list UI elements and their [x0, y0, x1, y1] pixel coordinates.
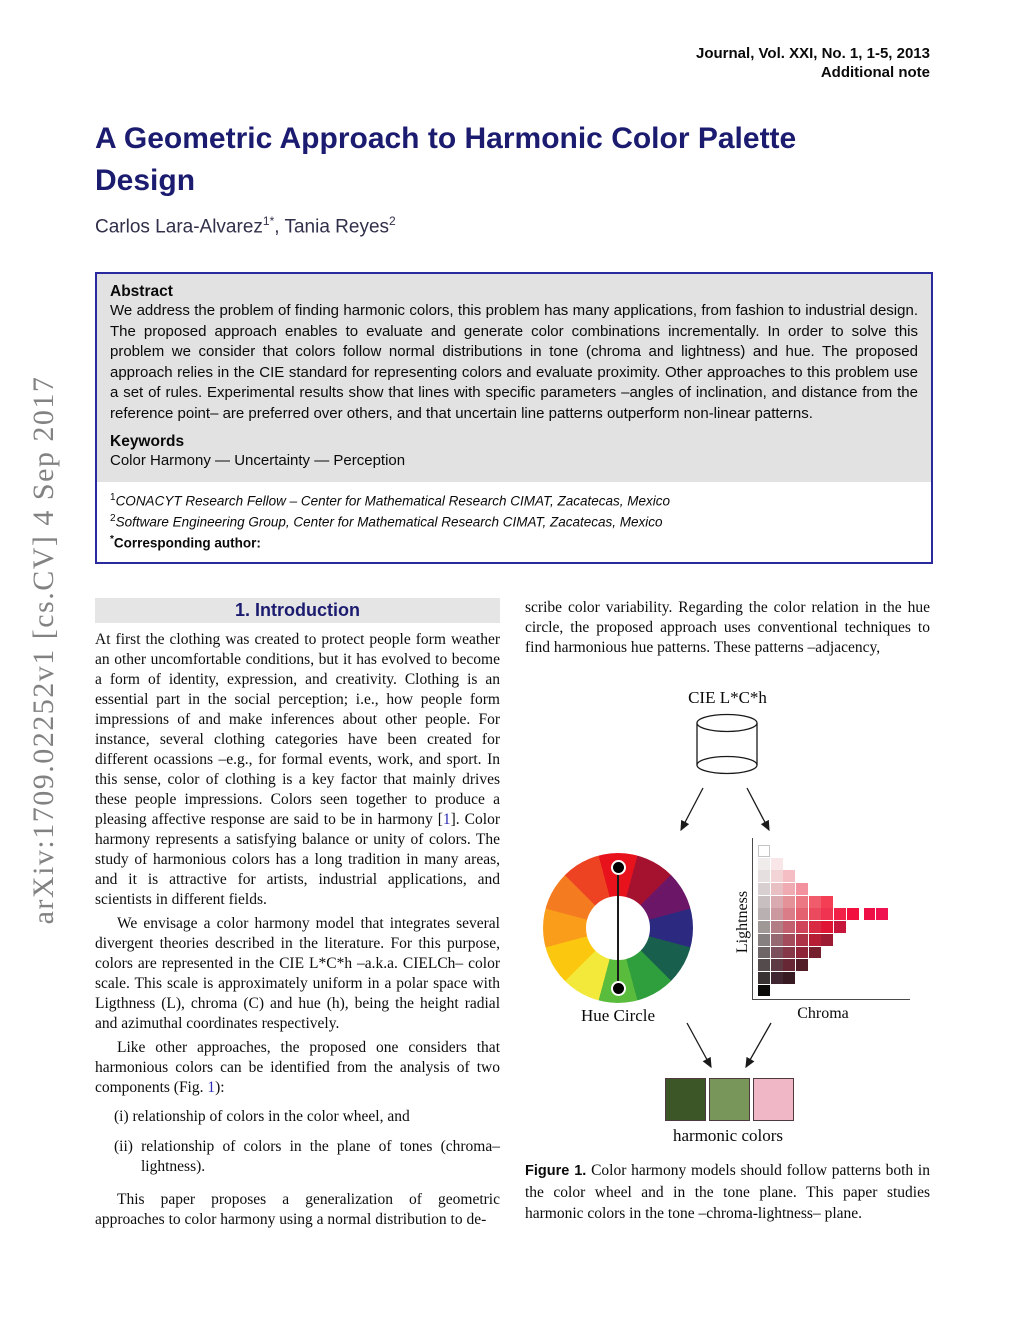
cie-lch-label: CIE L*C*h [688, 688, 767, 707]
abstract-gray-panel: Abstract We address the problem of findi… [97, 274, 931, 482]
harmonic-color-swatches [665, 1078, 797, 1121]
corresponding-label: Corresponding author [113, 535, 257, 550]
figure-1-reference-link[interactable]: 1 [207, 1079, 216, 1096]
tone-plane-grid [758, 845, 889, 997]
list-item-i: (i) relationship of colors in the color … [114, 1108, 410, 1125]
citation-1-link[interactable]: 1 [442, 811, 451, 828]
intro-paragraph-4: This paper proposes a generalization of … [95, 1191, 500, 1228]
list-item-ii: (ii) relationship of colors in the plane… [114, 1138, 500, 1175]
harmonic-swatch [665, 1078, 706, 1121]
authors-line: Carlos Lara-Alvarez1*, Tania Reyes2 [95, 214, 396, 238]
harmonic-swatch [753, 1078, 794, 1121]
corresponding-author-line: *Corresponding author: [110, 533, 261, 551]
journal-volume-line: Journal, Vol. XXI, No. 1, 1-5, 2013 [696, 45, 930, 62]
author-1-sup: 1* [262, 214, 275, 228]
abstract-text: We address the problem of finding harmon… [110, 302, 918, 422]
right-column-paragraph: scribe color variability. Regarding the … [525, 599, 930, 656]
journal-header: Journal, Vol. XXI, No. 1, 1-5, 2013 Addi… [696, 44, 930, 82]
tone-plane-y-axis [752, 838, 753, 1000]
abstract-label: Abstract [110, 283, 173, 300]
intro-paragraph-2: We envisage a color harmony model that i… [95, 915, 500, 1032]
affiliation-1-text: CONACYT Research Fellow – Center for Mat… [115, 493, 670, 508]
keywords-label: Keywords [110, 433, 185, 450]
figure-1-caption: Figure 1. Color harmony models should fo… [525, 1160, 930, 1224]
intro-paragraph-3: Like other approaches, the proposed one … [95, 1039, 500, 1096]
hue-point-bottom [610, 980, 626, 996]
hue-wheel [543, 853, 693, 1003]
author-2: Tania Reyes [284, 216, 390, 238]
hue-chord-line [617, 866, 619, 987]
intro-paragraph-1: At first the clothing was created to pro… [95, 631, 500, 908]
affiliations-panel: 1CONACYT Research Fellow – Center for Ma… [97, 482, 931, 562]
arxiv-watermark: arXiv:1709.02252v1 [cs.CV] 4 Sep 2017 [27, 375, 60, 925]
abstract-box: Abstract We address the problem of findi… [95, 272, 933, 564]
harmonic-colors-label: harmonic colors [673, 1126, 783, 1145]
affiliation-2-sup: 2 [110, 512, 116, 524]
section-heading-introduction: 1. Introduction [95, 598, 500, 623]
affiliation-2: 2Software Engineering Group, Center for … [110, 510, 918, 531]
author-2-sup: 2 [389, 214, 396, 228]
paper-title: A Geometric Approach to Harmonic Color P… [95, 122, 797, 197]
affiliation-2-text: Software Engineering Group, Center for M… [115, 514, 663, 529]
right-column: scribe color variability. Regarding the … [525, 598, 930, 1224]
harmonic-swatch [709, 1078, 750, 1121]
hue-circle-label: Hue Circle [580, 1006, 656, 1025]
author-separator: , [274, 216, 285, 238]
affiliation-1: 1CONACYT Research Fellow – Center for Ma… [110, 489, 918, 510]
left-column: 1. Introduction At first the clothing wa… [95, 598, 500, 1234]
lightness-axis-label: Lightness [734, 890, 751, 954]
author-1: Carlos Lara-Alvarez [95, 216, 263, 238]
figure-caption-text: Color harmony models should follow patte… [525, 1162, 930, 1222]
affiliation-1-sup: 1 [110, 491, 116, 503]
figure-caption-label: Figure 1. [525, 1163, 587, 1179]
chroma-axis-label: Chroma [797, 1005, 849, 1022]
figure-1: CIE L*C*h [525, 688, 930, 1153]
hue-point-top [610, 859, 626, 875]
tone-plane-x-axis [752, 999, 910, 1000]
keywords-text: Color Harmony — Uncertainty — Perception [110, 452, 406, 469]
journal-note-line: Additional note [820, 64, 930, 81]
corresponding-star: * [110, 533, 114, 545]
